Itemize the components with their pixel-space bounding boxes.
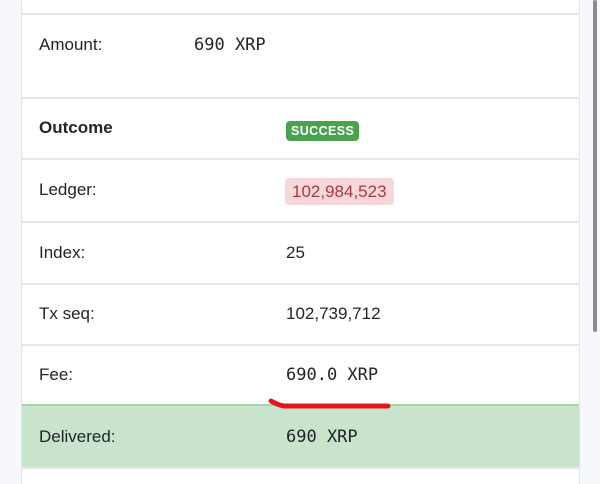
index-value: 25 [286,243,305,262]
status-badge: SUCCESS [286,121,360,141]
ledger-label: Ledger: [39,180,97,199]
index-row: Index: 25 [22,221,579,283]
amount-value: 690 XRP [194,35,266,55]
tx-seq-row: Tx seq: 102,739,712 [22,283,579,344]
ledger-row: Ledger: 102,984,523 [22,158,579,221]
outcome-row: Outcome SUCCESS [22,97,579,158]
delivered-row: Delivered: 690 XRP [22,404,579,467]
transaction-details-card: Amount: 690 XRP Outcome SUCCESS Ledger: … [21,0,580,484]
tx-seq-label: Tx seq: [39,304,95,323]
delivered-label: Delivered: [39,427,116,446]
scrollbar-thumb[interactable] [593,0,597,332]
fee-value: 690.0 XRP [286,365,379,385]
ledger-link[interactable]: 102,984,523 [285,178,394,205]
next-row [22,467,579,484]
fee-label: Fee: [39,365,74,384]
amount-row: Amount: 690 XRP [22,13,579,97]
delivered-value: 690 XRP [286,427,358,447]
scrollbar[interactable] [590,0,600,484]
fee-row: Fee: 690.0 XRP [22,344,579,406]
outcome-label: Outcome [39,118,113,137]
amount-label: Amount: [39,35,103,54]
tx-seq-value: 102,739,712 [286,304,381,323]
index-label: Index: [39,243,86,262]
